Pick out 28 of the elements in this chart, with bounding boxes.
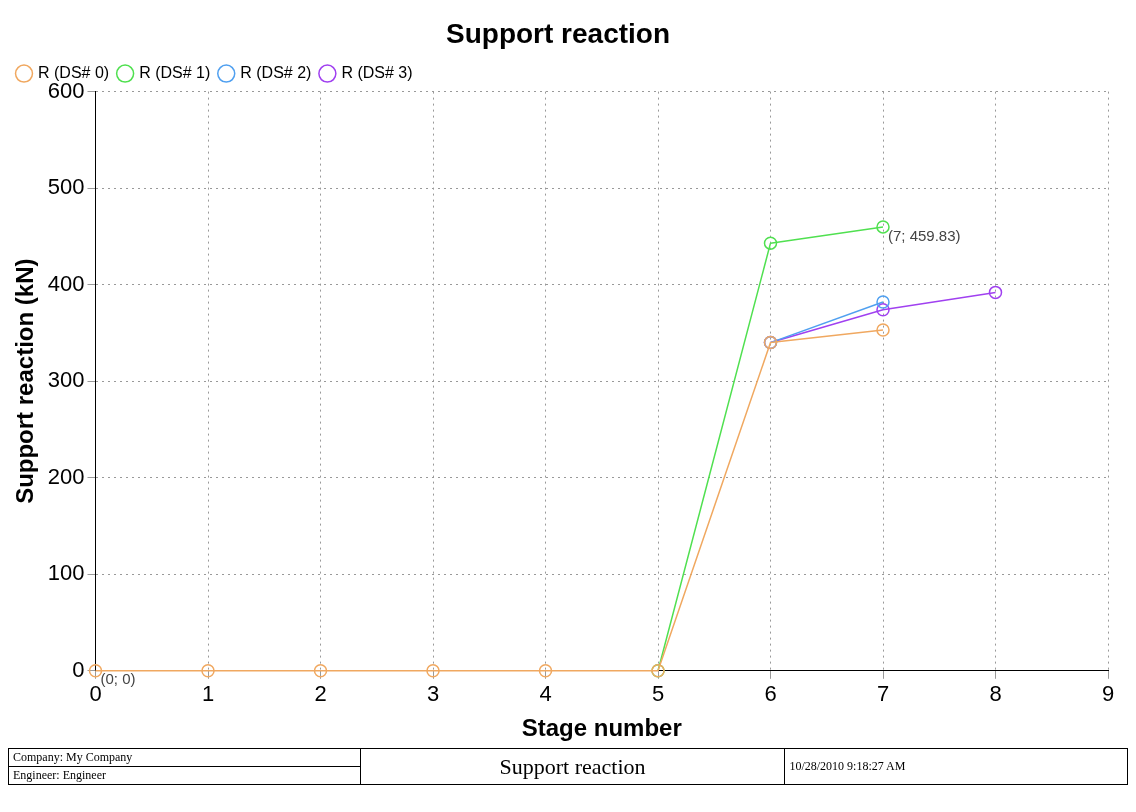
text: Support reaction: [360, 748, 785, 785]
y-tick-label: 200: [47, 463, 85, 489]
y-tick-label: 100: [47, 560, 85, 586]
y-tick-label: 0: [72, 656, 85, 682]
annotation: (0; 0): [100, 670, 136, 688]
x-tick-label: 0: [89, 681, 102, 707]
x-tick-label: 3: [426, 681, 440, 707]
x-tick-label: 7: [876, 681, 890, 707]
text: Company: My Company: [8, 748, 361, 767]
x-tick-label: 4: [539, 681, 552, 707]
x-tick-label: 6: [764, 681, 777, 707]
y-tick-label: 300: [47, 367, 85, 393]
y-tick-label: 500: [47, 174, 85, 200]
chart-title: Support reaction: [445, 17, 671, 49]
legend-label: R (DS# 1): [139, 64, 211, 82]
y-axis-title: Support reaction (kN): [11, 258, 39, 504]
x-tick-label: 9: [1101, 681, 1115, 707]
x-axis-title: Stage number: [521, 714, 682, 742]
x-tick-label: 2: [314, 681, 327, 707]
text: 10/28/2010 9:18:27 AM: [784, 748, 1128, 785]
legend-label: R (DS# 2): [240, 64, 312, 82]
legend-label: R (DS# 3): [341, 64, 413, 82]
y-tick-label: 400: [47, 270, 85, 296]
text: Engineer: Engineer: [8, 766, 361, 785]
x-tick-label: 1: [201, 681, 215, 707]
x-tick-label: 8: [989, 681, 1002, 707]
annotation: (7; 459.83): [888, 226, 961, 244]
x-tick-label: 5: [651, 681, 665, 707]
